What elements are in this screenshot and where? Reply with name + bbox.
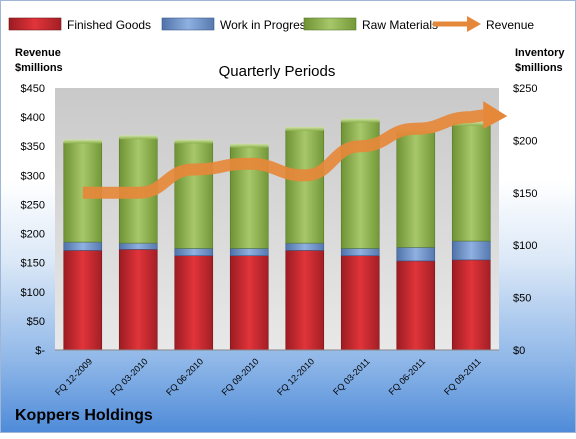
bar-work-in-progress bbox=[63, 241, 103, 251]
legend-swatch-work-in-progress bbox=[161, 17, 215, 31]
right-axis-title-line2: $millions bbox=[515, 62, 563, 74]
right-axis-ticks: $0 $50 $100 $150 $200 $250 bbox=[513, 83, 537, 357]
bar-finished-goods bbox=[285, 250, 325, 351]
left-tick-label: $50 bbox=[27, 316, 45, 328]
x-tick-label: FQ 09-2011 bbox=[442, 356, 483, 397]
bar-work-in-progress bbox=[285, 242, 325, 251]
bar-raw-materials bbox=[285, 129, 325, 244]
left-tick-label: $350 bbox=[21, 141, 45, 153]
left-tick-label: $450 bbox=[21, 83, 45, 95]
bar-top-cap bbox=[341, 118, 380, 123]
bar-top-cap bbox=[174, 139, 213, 144]
right-tick-label: $250 bbox=[513, 83, 537, 95]
x-tick-label: FQ 03-2011 bbox=[331, 356, 372, 397]
left-axis-title-line1: Revenue bbox=[15, 47, 61, 59]
x-tick-label: FQ 06-2011 bbox=[387, 356, 428, 397]
right-tick-label: $50 bbox=[513, 293, 531, 305]
x-tick-label: FQ 06-2010 bbox=[164, 356, 205, 397]
bar-finished-goods bbox=[63, 250, 103, 351]
left-tick-label: $100 bbox=[21, 287, 45, 299]
right-axis-title-line1: Inventory bbox=[515, 47, 565, 59]
revenue-line bbox=[82, 109, 487, 199]
legend-swatch-finished-goods bbox=[8, 17, 62, 31]
bar-raw-materials bbox=[396, 131, 436, 248]
bar-top-cap bbox=[63, 139, 102, 144]
right-tick-label: $200 bbox=[513, 135, 537, 147]
bar-work-in-progress bbox=[340, 248, 380, 256]
bar-finished-goods bbox=[340, 255, 380, 351]
legend-label-raw-materials: Raw Materials bbox=[362, 18, 438, 32]
bar-work-in-progress bbox=[451, 240, 491, 261]
left-tick-label: $400 bbox=[21, 112, 45, 124]
bar-work-in-progress bbox=[174, 248, 214, 256]
x-tick-label: FQ 12-2010 bbox=[275, 356, 316, 397]
legend: Finished Goods Work in Progress Raw Mate… bbox=[8, 16, 534, 32]
bar-raw-materials bbox=[451, 124, 491, 242]
left-tick-label: $150 bbox=[21, 258, 45, 270]
right-tick-label: $0 bbox=[513, 345, 525, 357]
bar-top-cap bbox=[285, 126, 324, 131]
bar-finished-goods bbox=[451, 259, 491, 351]
x-tick-label: FQ 09-2010 bbox=[220, 356, 261, 397]
left-tick-label: $- bbox=[35, 345, 45, 357]
legend-label-work-in-progress: Work in Progress bbox=[220, 18, 312, 32]
left-tick-label: $200 bbox=[21, 229, 45, 241]
bar-work-in-progress bbox=[396, 246, 436, 262]
left-tick-label: $300 bbox=[21, 170, 45, 182]
right-tick-label: $150 bbox=[513, 188, 537, 200]
left-axis-title-line2: $millions bbox=[15, 62, 63, 74]
bar-finished-goods bbox=[174, 255, 214, 351]
x-tick-label: FQ 03-2010 bbox=[109, 356, 150, 397]
bar-work-in-progress bbox=[118, 242, 158, 250]
legend-label-finished-goods: Finished Goods bbox=[67, 18, 151, 32]
chart-title: Quarterly Periods bbox=[219, 63, 336, 80]
legend-label-revenue: Revenue bbox=[486, 18, 534, 32]
legend-swatch-revenue bbox=[433, 16, 481, 32]
bar-top-cap bbox=[230, 143, 269, 148]
bar-work-in-progress bbox=[229, 248, 269, 256]
revenue-arrowhead bbox=[483, 101, 508, 130]
bar-finished-goods bbox=[118, 249, 158, 351]
bar-finished-goods bbox=[229, 255, 269, 351]
x-tick-label: FQ 12-2009 bbox=[53, 356, 94, 397]
bar-finished-goods bbox=[396, 260, 436, 351]
left-tick-label: $250 bbox=[21, 199, 45, 211]
company-name: Koppers Holdings bbox=[15, 407, 153, 424]
revenue-line-layer bbox=[82, 101, 508, 199]
left-axis-ticks: $- $50 $100 $150 $200 $250 $300 $350 $400 $450 bbox=[21, 83, 46, 357]
x-axis-ticks: FQ 12-2009 FQ 03-2010 FQ 06-2010 FQ 09-2010… bbox=[53, 356, 483, 397]
bar-top-cap bbox=[119, 135, 158, 140]
legend-swatch-raw-materials bbox=[303, 17, 357, 31]
right-tick-label: $100 bbox=[513, 240, 537, 252]
bar-raw-materials bbox=[174, 142, 214, 249]
bar-top-cap bbox=[452, 121, 491, 126]
